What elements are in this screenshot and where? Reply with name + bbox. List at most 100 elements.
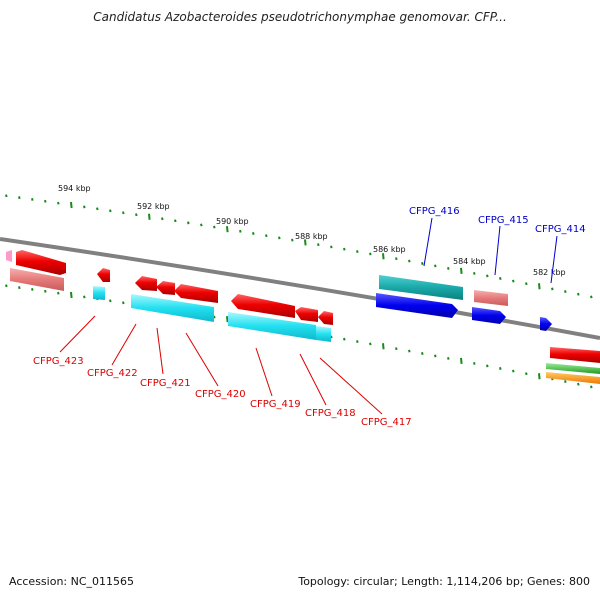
minor-tick	[317, 243, 320, 247]
minor-tick	[5, 194, 8, 198]
minor-tick	[252, 232, 255, 235]
gene-block-cyan-417[interactable]	[316, 326, 331, 342]
minor-tick	[512, 279, 515, 283]
minor-tick	[590, 385, 593, 389]
minor-tick	[44, 199, 47, 203]
label-leader-lines	[59, 217, 558, 415]
gene-label-cfpg-418[interactable]: CFPG_418	[305, 408, 356, 419]
gene-label-cfpg-421[interactable]: CFPG_421	[140, 378, 191, 389]
gene-label-cfpg-415[interactable]: CFPG_415	[478, 215, 529, 226]
gene-red-422-arrow[interactable]	[97, 268, 110, 282]
major-tick	[460, 357, 463, 365]
gene-label-cfpg-420[interactable]: CFPG_420	[195, 389, 246, 400]
gene-red-418-arrow[interactable]	[295, 307, 318, 322]
minor-tick	[564, 290, 567, 294]
major-tick	[538, 283, 541, 290]
major-tick	[382, 253, 385, 260]
gene-block-pink-left[interactable]	[10, 268, 64, 291]
minor-tick	[577, 382, 580, 386]
major-tick	[70, 201, 73, 209]
leader-line	[299, 353, 327, 406]
cds-blocks	[93, 275, 463, 342]
gene-red-right-arrow[interactable]	[550, 347, 600, 363]
leader-line	[59, 315, 96, 353]
leader-line	[319, 357, 383, 415]
minor-tick	[278, 236, 281, 240]
gene-label-cfpg-423[interactable]: CFPG_423	[33, 356, 84, 367]
gene-label-cfpg-422[interactable]: CFPG_422	[87, 368, 138, 379]
minor-tick	[265, 234, 268, 238]
leader-line	[255, 347, 273, 397]
minor-tick	[5, 284, 8, 288]
track-orange[interactable]	[546, 372, 600, 384]
gene-red-421b-arrow[interactable]	[156, 281, 175, 295]
minor-tick	[408, 349, 411, 353]
minor-tick	[18, 286, 21, 290]
kbp-label-582: 582 kbp	[533, 268, 566, 277]
minor-tick	[395, 347, 398, 351]
gene-red-417-arrow[interactable]	[318, 311, 333, 325]
minor-tick	[434, 354, 437, 358]
minor-tick	[291, 238, 294, 242]
minor-tick	[239, 229, 242, 233]
gene-red-421a-arrow[interactable]	[135, 276, 157, 291]
leader-line	[550, 235, 558, 284]
gene-blue-415-arrow[interactable]	[472, 307, 506, 324]
major-tick	[226, 226, 229, 233]
leader-line	[111, 323, 137, 366]
kbp-label-592: 592 kbp	[137, 202, 170, 211]
minor-tick	[434, 264, 437, 268]
outer-tick-track	[5, 194, 593, 299]
major-tick	[148, 213, 151, 220]
gene-block-cyan-419-418[interactable]	[228, 312, 316, 340]
minor-tick	[447, 266, 450, 270]
minor-tick	[525, 372, 528, 376]
minor-tick	[330, 245, 333, 249]
minor-tick	[122, 301, 125, 305]
track-green[interactable]	[546, 363, 600, 374]
gene-blue-414-arrow[interactable]	[540, 317, 552, 331]
gene-block-teal-416[interactable]	[379, 275, 463, 300]
minor-tick	[109, 209, 112, 213]
gene-red-420-arrow[interactable]	[174, 284, 218, 303]
genome-stats-text: Topology: circular; Length: 1,114,206 bp…	[298, 575, 590, 588]
minor-tick	[421, 352, 424, 355]
minor-tick	[512, 369, 515, 373]
minor-tick	[174, 219, 177, 223]
leader-line	[185, 332, 219, 387]
minor-tick	[83, 205, 86, 209]
minor-tick	[473, 271, 476, 275]
minor-tick	[486, 364, 489, 368]
minor-tick	[473, 361, 476, 365]
minor-tick	[447, 356, 450, 360]
minor-tick	[499, 367, 502, 370]
kbp-label-590: 590 kbp	[216, 217, 249, 226]
minor-tick	[31, 288, 34, 291]
gene-pink-small[interactable]	[6, 250, 12, 262]
minor-tick	[213, 315, 216, 319]
minor-tick	[187, 221, 190, 225]
minor-tick	[44, 289, 47, 293]
gene-blue-416-arrow[interactable]	[376, 293, 458, 318]
minor-tick	[369, 252, 372, 256]
gene-label-cfpg-414[interactable]: CFPG_414	[535, 224, 586, 235]
minor-tick	[577, 292, 580, 296]
major-tick	[538, 373, 541, 380]
kbp-label-586: 586 kbp	[373, 245, 406, 254]
minor-tick	[213, 225, 216, 229]
minor-tick	[57, 201, 60, 205]
gene-label-cfpg-419[interactable]: CFPG_419	[250, 399, 301, 410]
minor-tick	[109, 299, 112, 303]
gene-block-pink-415[interactable]	[474, 290, 508, 306]
reverse-strand-genes	[376, 293, 552, 331]
gene-label-cfpg-417[interactable]: CFPG_417	[361, 417, 412, 428]
minor-tick	[590, 295, 593, 299]
gene-red-419-arrow[interactable]	[231, 294, 295, 318]
gene-block-cyan-422[interactable]	[93, 286, 105, 300]
minor-tick	[525, 282, 528, 286]
minor-tick	[551, 287, 554, 291]
gene-block-cyan-421-420[interactable]	[131, 294, 214, 322]
gene-red-423-arrow[interactable]	[16, 250, 66, 275]
gene-label-cfpg-416[interactable]: CFPG_416	[409, 206, 460, 217]
